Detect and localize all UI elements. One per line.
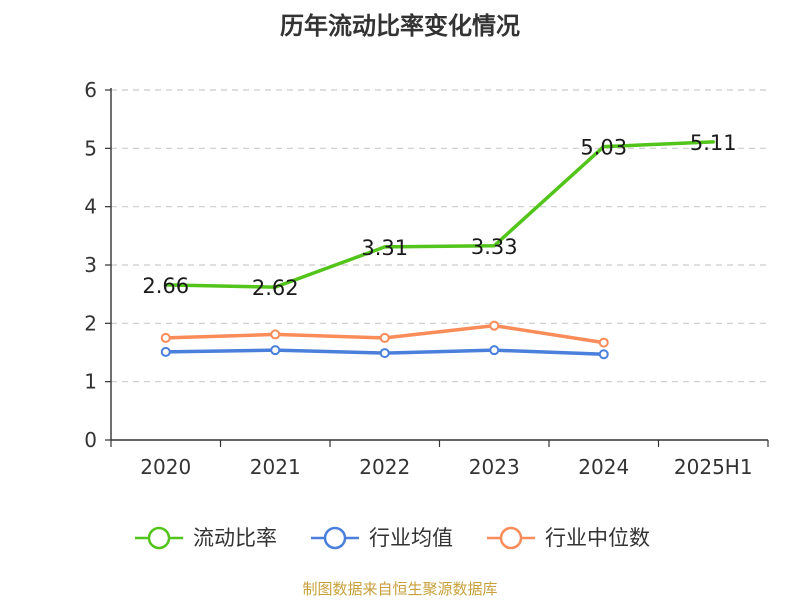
data-point [160, 332, 171, 343]
data-point [379, 332, 390, 343]
legend-label: 流动比率 [193, 526, 277, 550]
data-label: 5.11 [690, 131, 737, 155]
legend-label: 行业均值 [369, 526, 453, 550]
source-note: 制图数据来自恒生聚源数据库 [302, 580, 498, 598]
y-tick-label: 2 [84, 311, 97, 335]
series [160, 140, 715, 360]
data-label: 2.66 [142, 274, 189, 298]
axes: 0 1 2 3 4 5 6 2020 2021 2022 2023 2024 2025H1 [84, 78, 769, 479]
data-point [598, 349, 609, 360]
y-tick-label: 0 [84, 428, 97, 452]
y-tick-label: 6 [84, 78, 97, 102]
legend-item: 流动比率 [135, 526, 277, 550]
data-point [379, 348, 390, 359]
x-tick-label: 2020 [140, 455, 191, 479]
legend-marker [147, 526, 171, 550]
y-tick-label: 1 [84, 370, 97, 394]
series-line-0 [164, 140, 715, 289]
x-tick-label: 2024 [578, 455, 629, 479]
x-tick-label: 2025H1 [674, 455, 753, 479]
data-point [160, 346, 171, 357]
legend-item: 行业中位数 [487, 526, 650, 550]
legend-marker [323, 526, 347, 550]
legend-label: 行业中位数 [545, 526, 650, 550]
y-tick-label: 3 [84, 253, 97, 277]
data-label: 3.33 [471, 235, 518, 259]
data-labels: 2.66 2.62 3.31 3.33 5.03 5.11 [142, 131, 736, 300]
chart-title: 历年流动比率变化情况 [280, 12, 520, 40]
x-tick-label: 2021 [250, 455, 301, 479]
data-point [270, 329, 281, 340]
legend: 流动比率 行业均值 行业中位数 [135, 526, 650, 550]
y-tick-label: 4 [84, 195, 97, 219]
data-label: 2.62 [252, 276, 299, 300]
data-point [270, 345, 281, 356]
x-tick-label: 2022 [359, 455, 410, 479]
data-point [489, 320, 500, 331]
data-label: 5.03 [580, 136, 627, 160]
data-point [489, 345, 500, 356]
y-tick-label: 5 [84, 136, 97, 160]
legend-item: 行业均值 [311, 526, 453, 550]
data-point [598, 337, 609, 348]
data-label: 3.31 [361, 236, 408, 260]
x-tick-label: 2023 [469, 455, 520, 479]
legend-marker [499, 526, 523, 550]
